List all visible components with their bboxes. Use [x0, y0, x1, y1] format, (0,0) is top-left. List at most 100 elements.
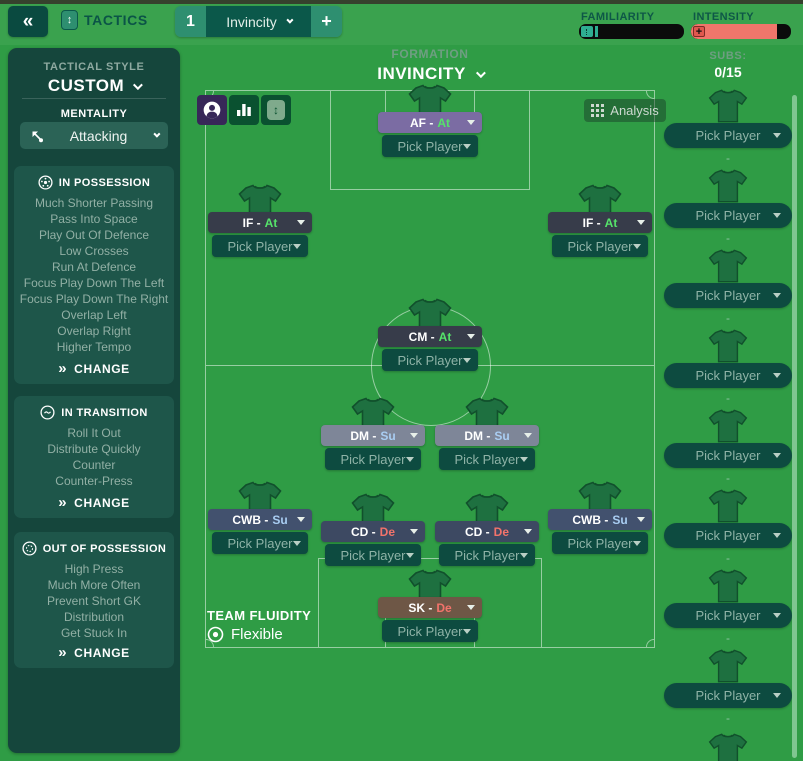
duty-label: At — [438, 329, 452, 344]
pick-player-dropdown[interactable]: Pick Player — [552, 532, 648, 554]
stats-view-button[interactable] — [229, 95, 259, 125]
pick-player-dropdown[interactable]: Pick Player — [382, 135, 478, 157]
in-transition-change-button[interactable]: » CHANGE — [58, 495, 130, 510]
pick-player-label: Pick Player — [227, 238, 293, 254]
pitch-view-toolbar: ↕ — [197, 95, 291, 125]
formation-dropdown[interactable]: INVINCITY — [330, 64, 530, 84]
in-transition-icon — [40, 405, 55, 420]
out-of-possession-change-button[interactable]: » CHANGE — [58, 644, 130, 661]
player-shirt-icon[interactable] — [708, 733, 748, 761]
add-tactic-button[interactable]: + — [311, 6, 342, 37]
pick-player-dropdown[interactable]: Pick Player — [664, 363, 792, 388]
pick-player-dropdown[interactable]: Pick Player — [382, 620, 478, 642]
position-af: AF - At Pick Player — [375, 84, 485, 160]
back-button[interactable]: « — [8, 6, 48, 37]
pick-player-dropdown[interactable]: Pick Player — [664, 203, 792, 228]
role-badge-if[interactable]: IF - At — [208, 212, 312, 233]
bar-chart-icon — [237, 104, 251, 116]
caret-down-icon — [773, 533, 781, 538]
caret-down-icon — [524, 433, 532, 438]
pick-player-label: Pick Player — [454, 547, 520, 563]
in-possession-title: IN POSSESSION — [58, 176, 151, 189]
in-possession-panel: IN POSSESSION Much Shorter Passing Pass … — [14, 166, 174, 384]
players-view-button[interactable] — [197, 95, 227, 125]
tactical-style-label: TACTICAL STYLE — [43, 61, 145, 73]
pick-player-label: Pick Player — [340, 547, 406, 563]
penalty-box-top — [330, 91, 530, 190]
pick-player-dropdown[interactable]: Pick Player — [439, 448, 535, 470]
tactic-tab-group: 1 Invincity + — [175, 6, 342, 37]
change-label: CHANGE — [74, 496, 130, 510]
role-badge-sk[interactable]: SK - De — [378, 597, 482, 618]
caret-down-icon — [406, 553, 414, 558]
subs-scrollbar[interactable] — [792, 95, 797, 758]
player-shirt-icon[interactable] — [708, 489, 748, 523]
sub-slot: Pick Player - — [664, 89, 792, 167]
pick-player-label: Pick Player — [695, 608, 761, 623]
caret-down-icon — [773, 213, 781, 218]
pick-player-label: Pick Player — [454, 451, 520, 467]
duty-label: De — [493, 524, 509, 539]
pick-player-dropdown[interactable]: Pick Player — [439, 544, 535, 566]
caret-down-icon — [463, 629, 471, 634]
caret-down-icon — [773, 693, 781, 698]
role-badge-if[interactable]: IF - At — [548, 212, 652, 233]
pick-player-dropdown[interactable]: Pick Player — [664, 443, 792, 468]
player-shirt-icon[interactable] — [708, 169, 748, 203]
role-badge-cm[interactable]: CM - At — [378, 326, 482, 347]
pick-player-label: Pick Player — [695, 288, 761, 303]
pick-player-dropdown[interactable]: Pick Player — [212, 235, 308, 257]
pick-player-label: Pick Player — [695, 368, 761, 383]
pick-player-label: Pick Player — [695, 128, 761, 143]
out-of-possession-title: OUT OF POSSESSION — [42, 542, 167, 555]
pick-player-dropdown[interactable]: Pick Player — [325, 448, 421, 470]
pick-player-label: Pick Player — [227, 535, 293, 551]
tactical-style-value: CUSTOM — [47, 76, 125, 95]
pick-player-dropdown[interactable]: Pick Player — [664, 603, 792, 628]
player-shirt-icon[interactable] — [708, 329, 748, 363]
intensity-plus-icon: + — [693, 26, 705, 38]
pick-player-dropdown[interactable]: Pick Player — [552, 235, 648, 257]
role-label: CWB - — [232, 512, 269, 527]
caret-down-icon — [524, 529, 532, 534]
in-transition-panel: IN TRANSITION Roll It Out Distribute Qui… — [14, 396, 174, 518]
role-badge-dm[interactable]: DM - Su — [321, 425, 425, 446]
tactics-sidebar: TACTICAL STYLE CUSTOM MENTALITY Attackin… — [8, 48, 180, 753]
chevron-down-icon — [133, 79, 144, 90]
player-shirt-icon[interactable] — [708, 409, 748, 443]
role-badge-cwb[interactable]: CWB - Su — [208, 509, 312, 530]
player-shirt-icon[interactable] — [708, 89, 748, 123]
role-badge-dm[interactable]: DM - Su — [435, 425, 539, 446]
role-badge-cd[interactable]: CD - De — [321, 521, 425, 542]
mentality-dropdown[interactable]: Attacking — [20, 122, 168, 149]
instruction: Distribution — [63, 610, 124, 624]
pick-player-dropdown[interactable]: Pick Player — [382, 349, 478, 371]
double-chevron-icon: » — [58, 644, 68, 661]
role-label: CD - — [464, 524, 490, 539]
position-cd-right: CD - De Pick Player — [432, 493, 542, 569]
caret-down-icon — [520, 553, 528, 558]
player-shirt-icon[interactable] — [708, 569, 748, 603]
caret-down-icon — [773, 133, 781, 138]
duty-label: At — [264, 215, 278, 230]
pick-player-dropdown[interactable]: Pick Player — [664, 283, 792, 308]
player-shirt-icon[interactable] — [708, 649, 748, 683]
pick-player-dropdown[interactable]: Pick Player — [664, 683, 792, 708]
role-badge-cwb[interactable]: CWB - Su — [548, 509, 652, 530]
pick-player-dropdown[interactable]: Pick Player — [325, 544, 421, 566]
tactical-style-dropdown[interactable]: CUSTOM — [8, 76, 180, 96]
player-shirt-icon[interactable] — [708, 249, 748, 283]
role-badge-af[interactable]: AF - At — [378, 112, 482, 133]
formation-view-button[interactable]: ↕ — [261, 95, 291, 125]
tactic-name-dropdown[interactable]: Invincity — [206, 6, 311, 37]
pick-player-dropdown[interactable]: Pick Player — [664, 123, 792, 148]
caret-down-icon — [410, 433, 418, 438]
tactic-tab-number[interactable]: 1 — [175, 6, 206, 37]
analysis-button[interactable]: Analysis — [584, 99, 666, 122]
role-badge-cd[interactable]: CD - De — [435, 521, 539, 542]
pick-player-dropdown[interactable]: Pick Player — [212, 532, 308, 554]
in-possession-change-button[interactable]: » CHANGE — [58, 361, 130, 376]
pick-player-dropdown[interactable]: Pick Player — [664, 523, 792, 548]
in-transition-title: IN TRANSITION — [61, 406, 148, 419]
duty-label: Su — [612, 512, 628, 527]
